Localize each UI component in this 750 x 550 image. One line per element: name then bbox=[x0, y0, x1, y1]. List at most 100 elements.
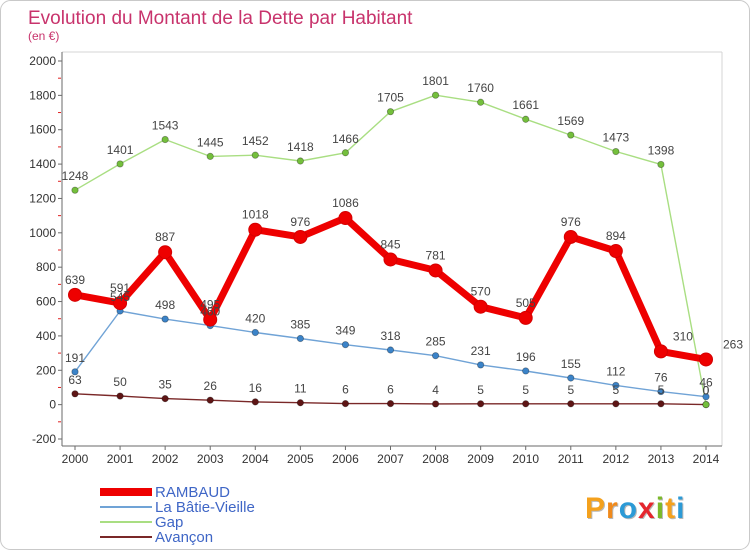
value-label: 26 bbox=[204, 379, 218, 393]
value-label: 1801 bbox=[422, 74, 449, 88]
value-label: 1466 bbox=[332, 132, 359, 146]
x-tick-label: 2011 bbox=[558, 452, 584, 466]
value-label: 976 bbox=[290, 215, 310, 229]
x-tick-label: 2014 bbox=[693, 452, 720, 466]
data-point bbox=[563, 229, 578, 244]
data-point bbox=[702, 401, 710, 409]
value-label: 976 bbox=[561, 215, 581, 229]
data-point bbox=[657, 387, 665, 396]
logo-letter: P bbox=[585, 492, 606, 525]
value-label: 0 bbox=[703, 384, 710, 398]
data-point bbox=[383, 252, 398, 267]
y-axis: -200 0 200 400 600 800 1000 1200 1400 1600 1800 200… bbox=[29, 54, 62, 446]
legend: RAMBAUD La Bâtie-Vieille Gap Avançon bbox=[100, 484, 255, 546]
value-label: 495 bbox=[200, 298, 220, 312]
y-tick-label: 1400 bbox=[29, 157, 56, 171]
value-label: 112 bbox=[606, 364, 625, 378]
value-label: 231 bbox=[471, 344, 491, 358]
data-point bbox=[428, 263, 443, 278]
logo-letter: i bbox=[676, 492, 685, 525]
y-tick-label: 1800 bbox=[29, 88, 56, 102]
data-point bbox=[341, 149, 350, 157]
data-point bbox=[251, 398, 259, 406]
logo-letter: x bbox=[638, 492, 656, 525]
value-label: 285 bbox=[426, 335, 446, 349]
data-point bbox=[699, 352, 713, 367]
data-point bbox=[431, 91, 440, 99]
data-point bbox=[206, 152, 214, 160]
value-label: 1705 bbox=[377, 91, 404, 105]
value-label: 591 bbox=[110, 281, 130, 295]
value-label: 781 bbox=[426, 248, 446, 262]
data-point bbox=[248, 222, 263, 237]
value-label: 46 bbox=[699, 376, 713, 390]
chart-subtitle: (en €) bbox=[28, 29, 59, 43]
data-point bbox=[161, 135, 169, 144]
value-label: 5 bbox=[613, 383, 620, 397]
data-point bbox=[567, 131, 575, 139]
value-label: 460 bbox=[200, 305, 220, 319]
x-tick-label: 2005 bbox=[287, 452, 314, 466]
value-label: 4 bbox=[432, 383, 439, 397]
data-point bbox=[68, 287, 82, 302]
value-label: 1661 bbox=[512, 98, 539, 112]
data-point bbox=[522, 367, 530, 375]
data-point bbox=[386, 400, 395, 408]
series-rambaud bbox=[68, 211, 713, 367]
data-point bbox=[477, 98, 485, 106]
data-point bbox=[296, 157, 304, 165]
value-label: 639 bbox=[65, 273, 85, 287]
data-point bbox=[71, 186, 79, 194]
legend-label-gap: Gap bbox=[155, 514, 183, 531]
value-label: 155 bbox=[561, 357, 581, 371]
data-point bbox=[477, 400, 485, 408]
data-point bbox=[203, 312, 218, 327]
y-tick-label: 1000 bbox=[29, 226, 56, 240]
value-label: 5 bbox=[522, 383, 529, 397]
value-label: 196 bbox=[516, 350, 536, 364]
value-label: 894 bbox=[606, 229, 626, 243]
data-point bbox=[71, 390, 79, 398]
x-axis: 2000 2001 2002 2003 2004 2005 2006 2007 2008 2009… bbox=[62, 446, 720, 466]
data-point bbox=[251, 151, 259, 159]
value-label: 191 bbox=[65, 351, 85, 365]
legend-label-la-batie-vieille: La Bâtie-Vieille bbox=[155, 499, 255, 516]
data-point bbox=[612, 147, 620, 156]
data-point bbox=[116, 392, 124, 400]
value-label: 1543 bbox=[152, 119, 179, 133]
logo-letter: t bbox=[665, 492, 676, 525]
value-label: 349 bbox=[335, 324, 355, 338]
value-label: 498 bbox=[155, 298, 175, 312]
value-label: 385 bbox=[290, 317, 310, 331]
data-point bbox=[386, 346, 395, 354]
data-point bbox=[612, 381, 620, 389]
x-tick-label: 2007 bbox=[377, 452, 404, 466]
series-gap bbox=[71, 91, 710, 409]
data-point bbox=[113, 296, 128, 311]
data-point bbox=[206, 396, 214, 404]
data-point bbox=[702, 393, 710, 401]
y-tick-label: 400 bbox=[36, 329, 56, 343]
data-point bbox=[341, 400, 350, 408]
value-label: 5 bbox=[567, 383, 574, 397]
data-point bbox=[522, 400, 530, 408]
logo-letter: o bbox=[619, 492, 638, 525]
data-point bbox=[296, 399, 304, 407]
x-tick-label: 2002 bbox=[152, 452, 179, 466]
data-point bbox=[522, 115, 530, 123]
x-tick-label: 2003 bbox=[197, 452, 224, 466]
data-point bbox=[657, 400, 665, 408]
value-label: 0 bbox=[703, 384, 710, 398]
x-tick-label: 2006 bbox=[332, 452, 359, 466]
value-label: 1760 bbox=[467, 81, 494, 95]
value-label: 76 bbox=[654, 371, 668, 385]
value-label: 545 bbox=[110, 290, 130, 304]
y-tick-label: 2000 bbox=[29, 54, 56, 68]
data-point bbox=[431, 352, 440, 360]
data-point bbox=[657, 160, 665, 169]
data-point bbox=[161, 395, 169, 403]
value-label: 420 bbox=[245, 311, 265, 325]
